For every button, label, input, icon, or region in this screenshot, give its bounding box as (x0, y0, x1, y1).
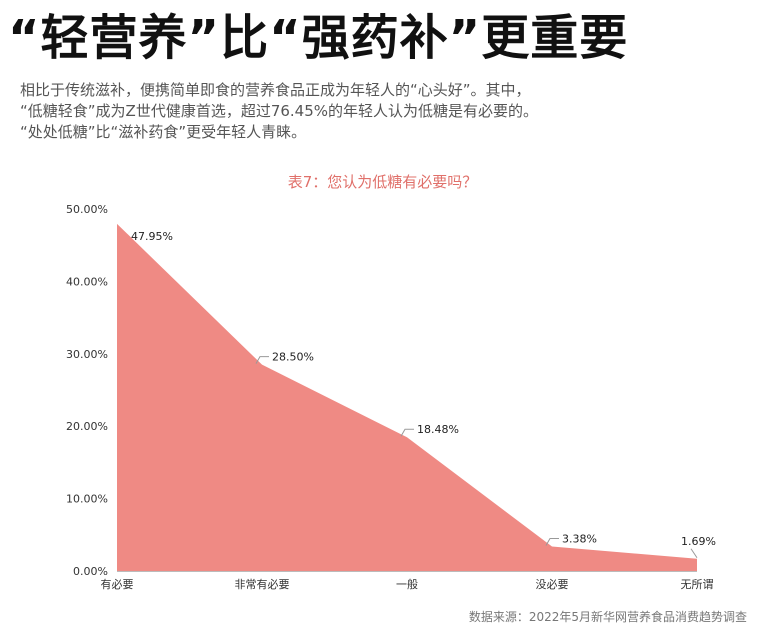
intro-line: “低糖轻食”成为Z世代健康首选，超过76.45%的年轻人认为低糖是有必要的。 (20, 102, 539, 120)
intro-line: 相比于传统滋补，便携简单即食的营养食品正成为年轻人的“心头好”。其中， (20, 81, 531, 99)
y-tick-label: 10.00% (66, 493, 108, 506)
y-tick-label: 50.00% (66, 203, 108, 216)
headline: “轻营养”比“强药补”更重要 (8, 10, 629, 66)
y-tick-label: 30.00% (66, 348, 108, 361)
data-label-leader (255, 356, 269, 364)
area-series (117, 223, 697, 572)
x-tick-label: 一般 (396, 578, 418, 591)
x-tick-label: 无所谓 (681, 578, 714, 591)
x-tick-label: 没必要 (536, 578, 569, 591)
intro-paragraph: 相比于传统滋补，便携简单即食的营养食品正成为年轻人的“心头好”。其中， “低糖轻… (20, 80, 760, 143)
data-label-leader (400, 428, 414, 437)
data-label: 47.95% (131, 230, 173, 243)
data-label-leader (545, 538, 559, 546)
data-label: 3.38% (562, 533, 597, 546)
x-tick-label: 有必要 (101, 577, 134, 591)
y-tick-label: 40.00% (66, 275, 108, 288)
data-label-leader (690, 548, 698, 559)
data-label: 1.69% (681, 535, 716, 548)
y-tick-label: 20.00% (66, 420, 108, 433)
data-label: 28.50% (272, 351, 314, 364)
x-tick-label: 非常有必要 (235, 577, 290, 591)
data-source: 数据来源：2022年5月新华网营养食品消费趋势调查 (468, 610, 747, 624)
intro-line: “处处低糖”比“滋补药食”更受年轻人青睐。 (20, 123, 307, 141)
data-label: 18.48% (417, 423, 459, 436)
chart-title: 表7：您认为低糖有必要吗？ (287, 173, 478, 191)
y-tick-label: 0.00% (73, 565, 108, 578)
